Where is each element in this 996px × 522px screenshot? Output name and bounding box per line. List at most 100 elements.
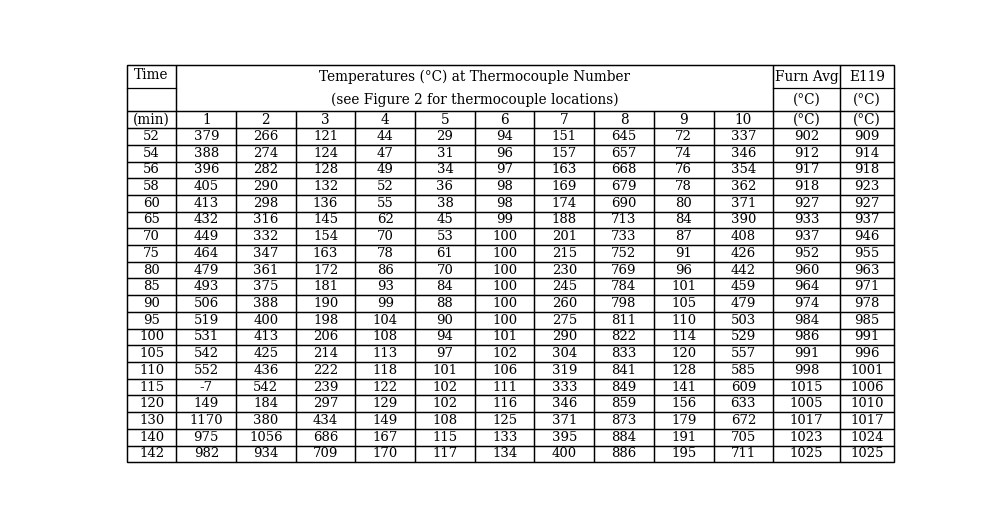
Text: 841: 841 xyxy=(612,364,636,377)
Text: 179: 179 xyxy=(671,414,696,427)
Bar xyxy=(773,262,840,278)
Bar xyxy=(595,245,653,262)
Text: 151: 151 xyxy=(552,130,577,143)
Text: 31: 31 xyxy=(436,147,453,160)
Bar xyxy=(126,211,176,228)
Bar xyxy=(653,145,713,161)
Bar xyxy=(176,262,236,278)
Bar xyxy=(773,396,840,412)
Bar xyxy=(840,429,894,446)
Text: 78: 78 xyxy=(376,247,393,260)
Text: 96: 96 xyxy=(675,264,692,277)
Text: 434: 434 xyxy=(313,414,339,427)
Bar xyxy=(356,161,415,178)
Bar xyxy=(773,328,840,346)
Bar xyxy=(713,396,773,412)
Text: 149: 149 xyxy=(193,397,219,410)
Bar xyxy=(773,346,840,362)
Bar xyxy=(176,145,236,161)
Text: 686: 686 xyxy=(313,431,339,444)
Bar xyxy=(535,429,595,446)
Bar xyxy=(236,396,296,412)
Text: 167: 167 xyxy=(373,431,398,444)
Text: 104: 104 xyxy=(373,314,397,327)
Bar xyxy=(296,278,356,295)
Bar xyxy=(296,145,356,161)
Text: 90: 90 xyxy=(436,314,453,327)
Bar xyxy=(840,412,894,429)
Text: 408: 408 xyxy=(731,230,756,243)
Bar xyxy=(176,328,236,346)
Text: 668: 668 xyxy=(612,163,636,176)
Bar xyxy=(356,128,415,145)
Text: 934: 934 xyxy=(253,447,279,460)
Bar xyxy=(126,178,176,195)
Text: 132: 132 xyxy=(313,180,339,193)
Bar xyxy=(415,195,475,211)
Bar xyxy=(595,412,653,429)
Bar xyxy=(535,195,595,211)
Bar xyxy=(126,278,176,295)
Bar xyxy=(176,211,236,228)
Text: 1017: 1017 xyxy=(851,414,883,427)
Text: 134: 134 xyxy=(492,447,517,460)
Text: 713: 713 xyxy=(612,213,636,227)
Bar xyxy=(595,278,653,295)
Text: 552: 552 xyxy=(193,364,219,377)
Text: 400: 400 xyxy=(552,447,577,460)
Text: 380: 380 xyxy=(253,414,279,427)
Text: 2: 2 xyxy=(262,113,270,127)
Text: (°C): (°C) xyxy=(853,113,880,127)
Text: 297: 297 xyxy=(313,397,339,410)
Bar xyxy=(176,278,236,295)
Bar xyxy=(475,278,535,295)
Text: 449: 449 xyxy=(193,230,219,243)
Text: 937: 937 xyxy=(794,230,820,243)
Text: 96: 96 xyxy=(496,147,513,160)
Text: 113: 113 xyxy=(373,347,398,360)
Bar xyxy=(595,429,653,446)
Text: 991: 991 xyxy=(855,330,879,343)
Bar xyxy=(356,429,415,446)
Bar xyxy=(535,262,595,278)
Bar xyxy=(653,195,713,211)
Bar xyxy=(595,328,653,346)
Text: 379: 379 xyxy=(193,130,219,143)
Bar xyxy=(713,128,773,145)
Bar xyxy=(595,178,653,195)
Text: 425: 425 xyxy=(253,347,279,360)
Bar xyxy=(653,245,713,262)
Text: 47: 47 xyxy=(376,147,393,160)
Text: 141: 141 xyxy=(671,381,696,394)
Bar xyxy=(236,145,296,161)
Text: 110: 110 xyxy=(671,314,696,327)
Bar xyxy=(296,178,356,195)
Bar xyxy=(415,379,475,396)
Text: 388: 388 xyxy=(193,147,219,160)
Bar xyxy=(840,295,894,312)
Text: 140: 140 xyxy=(139,431,164,444)
Bar xyxy=(296,429,356,446)
Text: 115: 115 xyxy=(432,431,457,444)
Bar xyxy=(296,262,356,278)
Bar xyxy=(415,362,475,379)
Bar xyxy=(415,396,475,412)
Text: 201: 201 xyxy=(552,230,577,243)
Text: 84: 84 xyxy=(675,213,692,227)
Bar xyxy=(126,228,176,245)
Text: Temperatures (°C) at Thermocouple Number: Temperatures (°C) at Thermocouple Number xyxy=(320,69,630,84)
Text: 128: 128 xyxy=(313,163,339,176)
Bar xyxy=(595,228,653,245)
Bar xyxy=(356,262,415,278)
Bar xyxy=(176,396,236,412)
Bar xyxy=(126,262,176,278)
Bar xyxy=(840,161,894,178)
Text: 174: 174 xyxy=(552,197,577,210)
Text: 245: 245 xyxy=(552,280,577,293)
Bar xyxy=(475,429,535,446)
Bar xyxy=(840,262,894,278)
Bar xyxy=(535,312,595,328)
Bar xyxy=(296,128,356,145)
Bar xyxy=(176,161,236,178)
Text: 74: 74 xyxy=(675,147,692,160)
